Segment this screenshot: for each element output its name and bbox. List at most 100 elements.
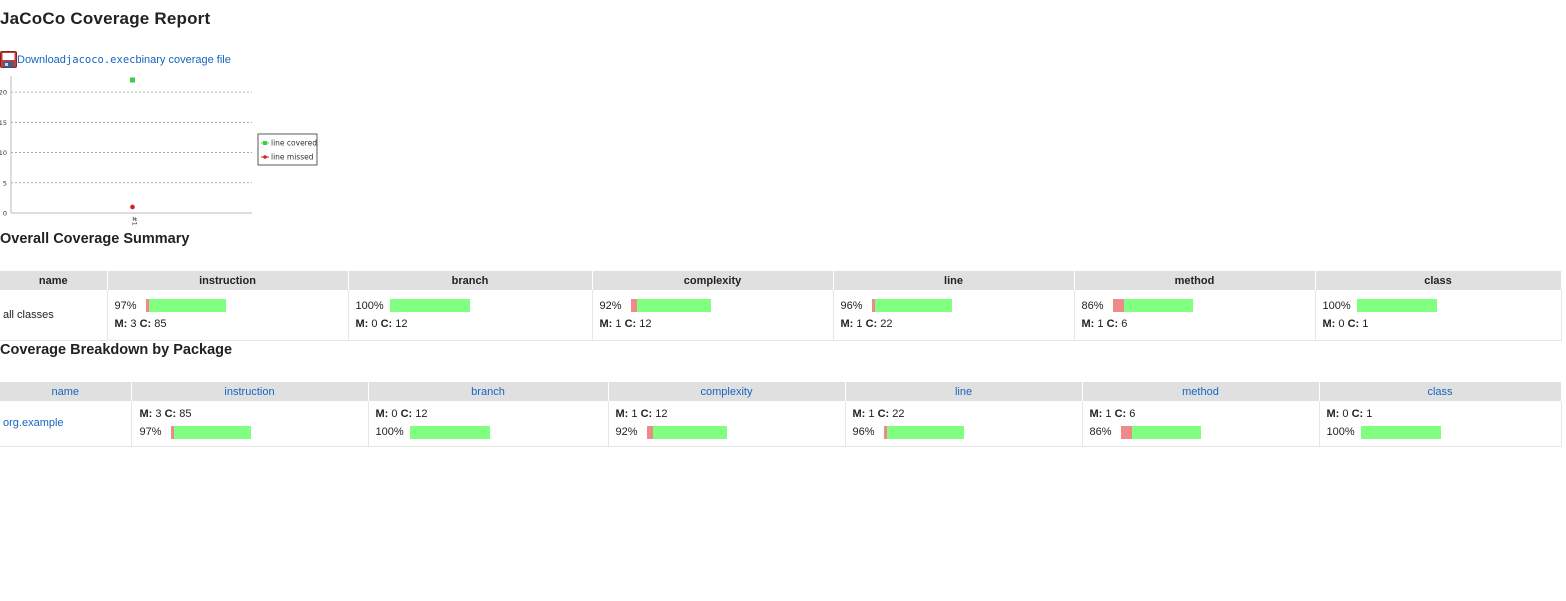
covered-bar-segment <box>1360 425 1441 439</box>
m-label: M: <box>375 408 389 421</box>
overall-method-cell: 86% M: 1 C: 6 <box>1074 290 1316 341</box>
coverage-bar <box>170 425 251 439</box>
col-complexity: complexity <box>592 271 834 290</box>
coverage-percent-line: 96% <box>834 297 1074 315</box>
legend-swatch <box>263 155 267 159</box>
coverage-bar <box>1356 299 1437 313</box>
missed-count: 1 <box>868 408 875 421</box>
m-label: M: <box>1089 408 1103 421</box>
coverage-trend-chart: 0 5 10 15 20 #1 line covered line missed <box>0 76 318 226</box>
missed-count: 0 <box>1338 317 1345 330</box>
overall-instruction-cell: 97% M: 3 C: 85 <box>107 290 349 341</box>
coverage-bar <box>630 299 711 313</box>
missed-covered-counts: M: 1 C: 6 <box>1075 315 1315 333</box>
table-row: org.example M: 3 C: 85 97% M: 0 C: 12 100%… <box>0 401 1562 447</box>
m-label: M: <box>852 408 866 421</box>
sort-by-method[interactable]: method <box>1082 382 1320 401</box>
pkg-method-cell: M: 1 C: 6 86% <box>1082 401 1320 447</box>
pkg-branch-cell: M: 0 C: 12 100% <box>368 401 609 447</box>
covered-count: 1 <box>1366 408 1373 421</box>
coverage-percent-line: 100% <box>369 423 608 441</box>
missed-bar-segment <box>630 299 637 313</box>
sort-by-line[interactable]: line <box>845 382 1083 401</box>
covered-bar-segment <box>636 299 711 313</box>
missed-count: 1 <box>1105 408 1112 421</box>
covered-count: 6 <box>1129 408 1136 421</box>
m-label: M: <box>1326 408 1340 421</box>
covered-bar-segment <box>1123 299 1193 313</box>
covered-count: 12 <box>415 408 428 421</box>
missed-covered-counts: M: 3 C: 85 <box>132 405 368 423</box>
coverage-percent: 97% <box>114 299 137 312</box>
x-tick-label: #1 <box>131 216 139 226</box>
coverage-percent: 86% <box>1081 299 1104 312</box>
coverage-percent-line: 97% <box>108 297 348 315</box>
package-breakdown-heading: Coverage Breakdown by Package <box>0 342 233 358</box>
pkg-class-cell: M: 0 C: 1 100% <box>1319 401 1562 447</box>
coverage-bar <box>1112 299 1193 313</box>
covered-count: 85 <box>179 408 192 421</box>
missed-covered-counts: M: 3 C: 85 <box>108 315 348 333</box>
coverage-percent-line: 100% <box>1320 423 1561 441</box>
sort-by-branch[interactable]: branch <box>368 382 609 401</box>
coverage-percent: 96% <box>840 299 863 312</box>
col-branch: branch <box>348 271 593 290</box>
sort-by-complexity[interactable]: complexity <box>608 382 846 401</box>
missed-count: 0 <box>391 408 398 421</box>
c-label: C: <box>139 317 152 330</box>
overall-class-cell: 100% M: 0 C: 1 <box>1315 290 1562 341</box>
missed-bar-segment <box>883 425 887 439</box>
missed-bar-segment <box>1120 425 1132 439</box>
coverage-percent: 92% <box>599 299 622 312</box>
coverage-bar <box>883 425 964 439</box>
sort-by-name[interactable]: name <box>0 382 132 401</box>
row-name-cell: all classes <box>0 290 108 341</box>
y-tick-label: 5 <box>3 179 7 187</box>
coverage-percent: 100% <box>1322 299 1351 312</box>
m-label: M: <box>615 408 629 421</box>
covered-count: 22 <box>880 317 893 330</box>
pkg-instruction-cell: M: 3 C: 85 97% <box>131 401 369 447</box>
col-method: method <box>1074 271 1316 290</box>
sort-by-class[interactable]: class <box>1319 382 1562 401</box>
c-label: C: <box>1106 317 1119 330</box>
overall-header-row: name instruction branch complexity line … <box>0 271 1562 290</box>
download-exec-link[interactable]: Download jacoco.exec binary coverage fil… <box>0 51 231 68</box>
m-label: M: <box>114 317 128 330</box>
missed-bar-segment <box>1112 299 1124 313</box>
covered-bar-segment <box>886 425 964 439</box>
coverage-percent: 100% <box>1326 426 1355 439</box>
covered-bar-segment <box>389 299 470 313</box>
sort-by-instruction[interactable]: instruction <box>131 382 369 401</box>
missed-bar-segment <box>646 425 653 439</box>
package-header-row: name instruction branch complexity line … <box>0 382 1562 401</box>
missed-count: 1 <box>856 317 863 330</box>
download-suffix: binary coverage file <box>135 53 231 66</box>
m-label: M: <box>139 408 153 421</box>
coverage-bar <box>389 299 470 313</box>
missed-count: 0 <box>1342 408 1349 421</box>
row-name: all classes <box>3 308 54 321</box>
coverage-percent-line: 92% <box>609 423 845 441</box>
coverage-bar <box>145 299 226 313</box>
missed-count: 1 <box>631 408 638 421</box>
pkg-complexity-cell: M: 1 C: 12 92% <box>608 401 846 447</box>
floppy-disk-icon <box>0 51 17 68</box>
overall-summary-heading: Overall Coverage Summary <box>0 231 190 247</box>
m-label: M: <box>355 317 369 330</box>
c-label: C: <box>877 408 890 421</box>
covered-count: 6 <box>1121 317 1128 330</box>
coverage-bar <box>1360 425 1441 439</box>
coverage-percent: 96% <box>852 426 875 439</box>
overall-complexity-cell: 92% M: 1 C: 12 <box>592 290 834 341</box>
col-name: name <box>0 271 108 290</box>
covered-bar-segment <box>173 425 251 439</box>
col-instruction: instruction <box>107 271 349 290</box>
col-class: class <box>1315 271 1562 290</box>
missed-bar-segment <box>145 299 149 313</box>
overall-branch-cell: 100% M: 0 C: 12 <box>348 290 593 341</box>
data-point-line-missed <box>130 204 135 210</box>
package-link[interactable]: org.example <box>3 417 64 430</box>
missed-covered-counts: M: 0 C: 1 <box>1320 405 1561 423</box>
coverage-percent: 100% <box>375 426 404 439</box>
